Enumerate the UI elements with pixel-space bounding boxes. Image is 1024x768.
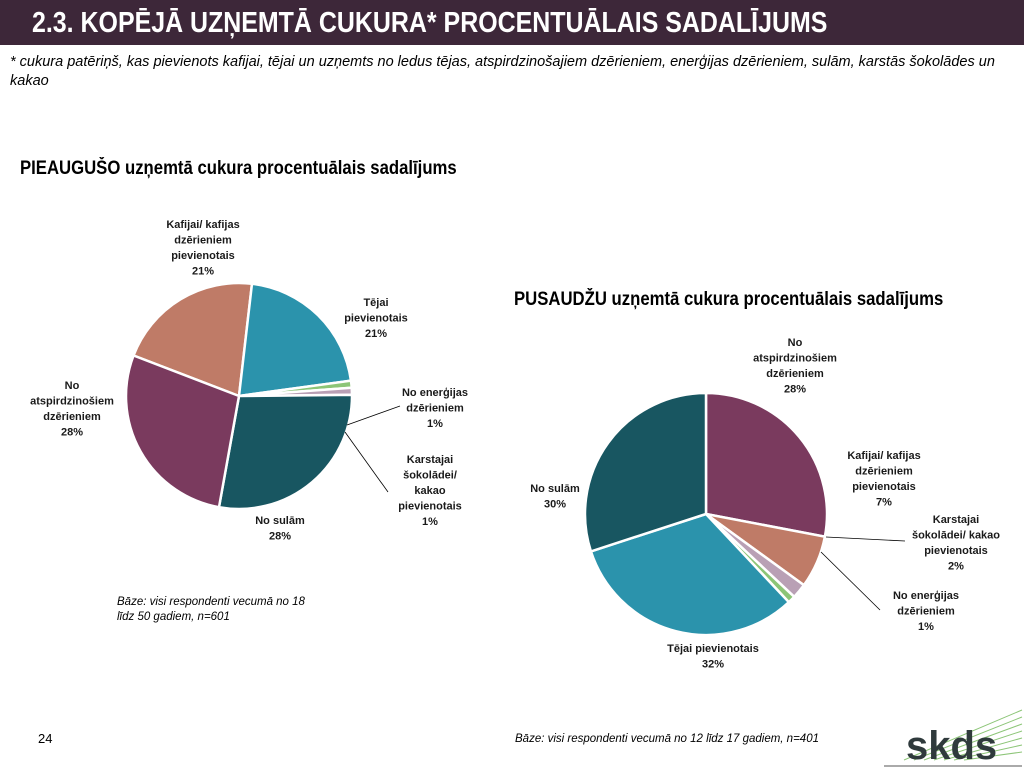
- leader-line-energijas: [346, 405, 401, 426]
- page-number: 24: [38, 731, 53, 746]
- base-note-adults: Bāze: visi respondenti vecumā no 18 līdz…: [117, 596, 305, 623]
- slice-label-energijas: No enerģijas dzērieniem 1%: [402, 386, 468, 430]
- header-bar: [0, 0, 1024, 45]
- logo-text: skds: [906, 724, 997, 768]
- slice-label-atspirdzinosiem: No atspirdzinošiem dzērieniem 28%: [30, 380, 114, 439]
- skds-logo: skds: [884, 705, 1024, 768]
- slice-label-sokoladei: Karstajai šokolādei/kakao pievienotais 1%: [398, 454, 462, 528]
- chart-title-teens: PUSAUDŽU uzņemtā cukura procentuālais sa…: [514, 289, 944, 310]
- footnote: * cukura patēriņš, kas pievienots kafija…: [10, 54, 995, 89]
- slice-label-atspirdzinosiem: No atspirdzinošiem dzērieniem 28%: [753, 337, 837, 396]
- slice-label-sulam: No sulām 28%: [255, 515, 305, 543]
- leader-line-energijas: [820, 551, 881, 611]
- pie-slice-atspirdzinosiem: [124, 353, 241, 509]
- slice-label-sokoladei: Karstajai šokolādei/ kakao pievienotais 2%: [912, 514, 1000, 573]
- pie-chart-adults: Kafijai/ kafijas dzērieniem pievienotais 21…: [30, 219, 468, 543]
- pie-slice-atspirdzinosiem: [704, 391, 829, 539]
- pie-slice-tejai: [589, 512, 791, 637]
- slice-label-tejai: Tējai pievienotais 21%: [344, 297, 408, 340]
- chart-title-adults: PIEAUGUŠO uzņemtā cukura procentuālais s…: [20, 158, 457, 179]
- slice-label-tejai: Tējai pievienotais 32%: [667, 643, 759, 671]
- slice-label-kafijai: Kafijai/ kafijas dzērieniem pievienotais 7%: [847, 450, 920, 509]
- pie-chart-teens: No atspirdzinošiem dzērieniem 28%Kafijai/ k…: [530, 337, 1000, 671]
- base-note-teens: Bāze: visi respondenti vecumā no 12 līdz…: [515, 733, 819, 745]
- pie-slice-tejai: [237, 282, 353, 398]
- slide-title: 2.3. KOPĒJĀ UZŅEMTĀ CUKURA* PROCENTUĀLAI…: [32, 7, 828, 39]
- pie-slice-sulam: [583, 391, 708, 553]
- slice-label-sulam: No sulām 30%: [530, 483, 580, 511]
- pie-slice-sulam: [217, 393, 354, 511]
- leader-line-sokoladei: [825, 536, 906, 542]
- slice-label-energijas: No enerģijas dzērieniem 1%: [893, 589, 959, 633]
- pie-slice-kafijai: [131, 281, 254, 398]
- slice-label-kafijai: Kafijai/ kafijas dzērieniem pievienotais 21…: [166, 219, 239, 278]
- leader-line-sokoladei: [344, 431, 389, 493]
